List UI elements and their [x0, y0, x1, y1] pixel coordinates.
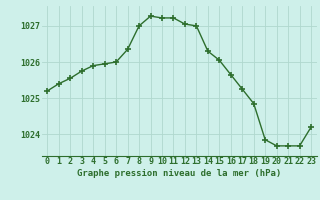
X-axis label: Graphe pression niveau de la mer (hPa): Graphe pression niveau de la mer (hPa) — [77, 169, 281, 178]
